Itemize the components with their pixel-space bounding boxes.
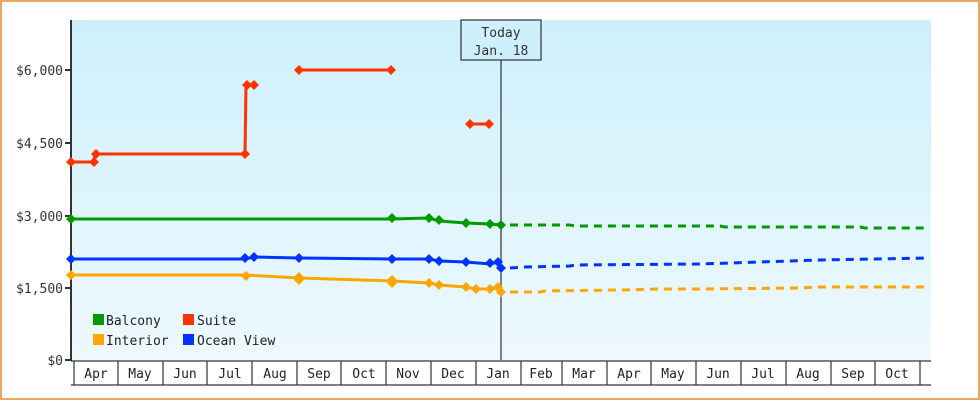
y-tick-label: $4,500 (16, 137, 63, 152)
svg-text:Today: Today (481, 26, 520, 41)
y-tick-label: $1,500 (16, 282, 63, 297)
svg-text:Jun: Jun (173, 367, 196, 382)
svg-text:Feb: Feb (529, 367, 553, 382)
svg-text:Jul: Jul (751, 367, 774, 382)
svg-text:Sep: Sep (307, 367, 331, 382)
legend-item-balcony[interactable]: Balcony (93, 314, 161, 329)
legend-item-interior[interactable]: Interior (93, 334, 169, 349)
svg-text:May: May (128, 367, 152, 382)
svg-text:Jun: Jun (706, 367, 729, 382)
svg-text:Oct: Oct (352, 367, 375, 382)
svg-text:Apr: Apr (617, 367, 641, 382)
balcony-markers (66, 213, 506, 230)
svg-text:Nov: Nov (396, 367, 420, 382)
suite-markers (66, 65, 494, 167)
svg-text:Sep: Sep (841, 367, 865, 382)
legend-item-ocean-view[interactable]: Ocean View (183, 334, 275, 349)
svg-text:Mar: Mar (572, 367, 596, 382)
svg-text:Jul: Jul (218, 367, 241, 382)
svg-text:Apr: Apr (84, 367, 108, 382)
legend: Balcony Suite Interior Ocean View (93, 314, 275, 349)
svg-text:Suite: Suite (197, 314, 236, 329)
svg-text:Balcony: Balcony (106, 314, 161, 329)
x-axis-months (71, 360, 931, 386)
svg-text:Dec: Dec (441, 367, 464, 382)
legend-item-suite[interactable]: Suite (183, 314, 236, 329)
y-axis-ticks: $6,000 $4,500 $3,000 $1,500 $0 (16, 64, 71, 369)
y-tick-label: $0 (47, 354, 63, 369)
interior-markers (66, 270, 506, 297)
svg-text:Aug: Aug (796, 367, 819, 382)
svg-text:Interior: Interior (106, 334, 169, 349)
ocean-view-markers (66, 252, 506, 273)
x-axis-labels: Apr May Jun Jul Aug Sep Oct Nov Dec Jan … (84, 367, 908, 382)
svg-text:Jan. 18: Jan. 18 (474, 44, 529, 59)
y-tick-label: $3,000 (16, 210, 63, 225)
svg-text:Aug: Aug (263, 367, 286, 382)
svg-text:Oct: Oct (885, 367, 908, 382)
svg-text:May: May (661, 367, 685, 382)
y-tick-label: $6,000 (16, 64, 63, 79)
svg-text:Ocean View: Ocean View (197, 334, 275, 349)
svg-text:Jan: Jan (486, 367, 509, 382)
today-marker: Today Jan. 18 (460, 19, 542, 61)
